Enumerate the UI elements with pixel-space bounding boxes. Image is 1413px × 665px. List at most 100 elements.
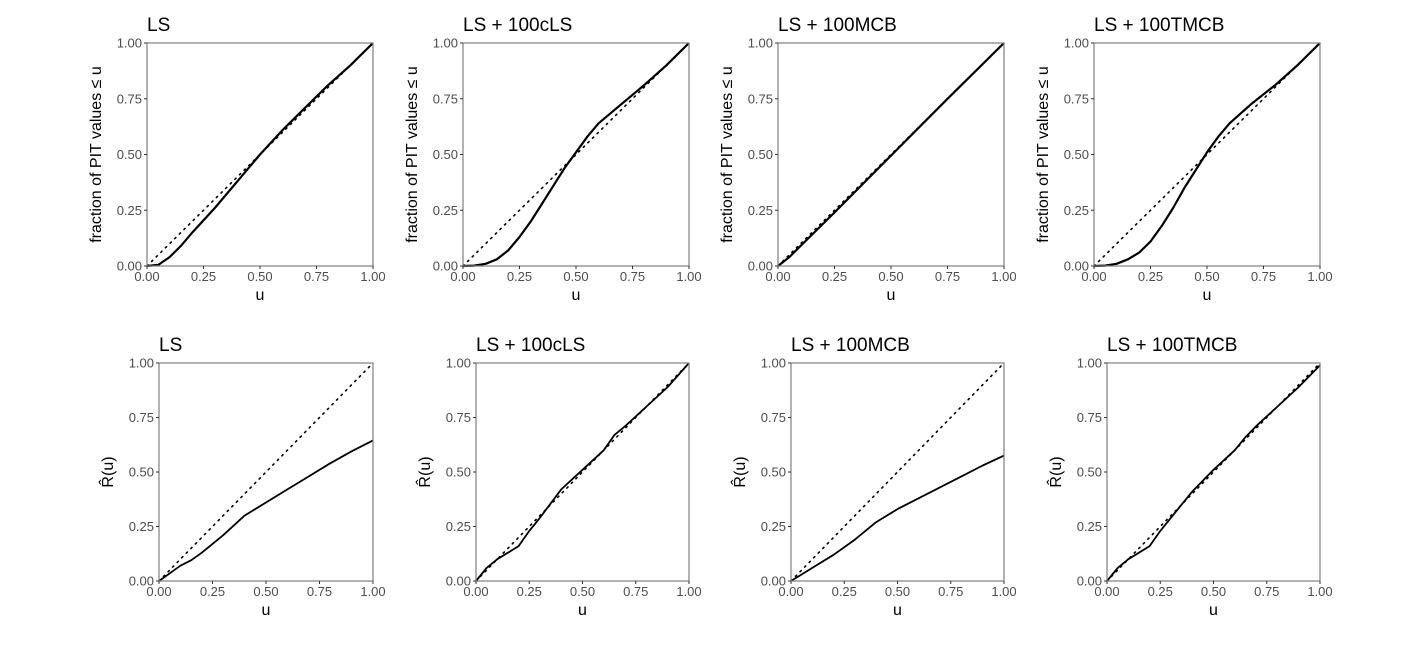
x-axis-label: u (256, 287, 265, 304)
x-tick-label: 1.00 (991, 269, 1016, 284)
y-tick-label: 0.50 (1077, 465, 1102, 480)
x-tick-label: 0.50 (885, 584, 910, 599)
y-tick-label: 0.50 (117, 147, 142, 162)
x-tick-label: 0.75 (1254, 584, 1279, 599)
y-tick-label: 0.00 (117, 259, 142, 274)
x-tick-label: 0.50 (570, 584, 595, 599)
panel-title: LS + 100cLS (463, 15, 572, 36)
x-tick-label: 1.00 (360, 584, 385, 599)
x-tick-label: 0.25 (822, 269, 847, 284)
panel-5: LS 0.00 0.25 0.50 0.75 1.00 0.00 0.25 0.50 0.75 1.… (97, 335, 385, 619)
y-tick-label: 0.75 (446, 410, 471, 425)
panel-title: LS + 100TMCB (1107, 335, 1237, 356)
x-tick-label: 0.75 (304, 269, 329, 284)
y-tick-label: 0.00 (748, 259, 773, 274)
x-axis-label: u (262, 602, 271, 619)
panel-7: LS + 100MCB 0.00 0.25 0.50 0.75 1.00 0.00 0.25 0… (729, 335, 1016, 619)
y-axis-label: fraction of PIT values ≤ u (404, 66, 421, 243)
y-tick-label: 0.25 (748, 203, 773, 218)
series-line (475, 362, 690, 582)
y-tick-label: 0.25 (1064, 203, 1089, 218)
reference-diagonal (777, 42, 1005, 267)
y-tick-label: 0.75 (748, 91, 773, 106)
panel-6: LS + 100cLS 0.00 0.25 0.50 0.75 1.00 0.00 0.25 0… (414, 335, 701, 619)
y-tick-label: 1.00 (748, 36, 773, 51)
x-tick-label: 1.00 (991, 584, 1016, 599)
x-tick-label: 1.00 (360, 269, 385, 284)
x-tick-label: 1.00 (1307, 584, 1332, 599)
x-tick-label: 0.50 (1194, 269, 1219, 284)
x-tick-label: 0.25 (1138, 269, 1163, 284)
y-axis-label: fraction of PIT values ≤ u (88, 66, 105, 243)
y-tick-label: 0.75 (1077, 410, 1102, 425)
panel-title: LS (159, 335, 182, 356)
series-line (1106, 364, 1321, 582)
reference-diagonal (790, 362, 1005, 582)
y-tick-label: 0.00 (1077, 574, 1102, 589)
panel-4: LS + 100TMCB 0.00 0.25 0.50 0.75 1.00 0.00 0.25… (1035, 15, 1333, 304)
x-tick-label: 0.00 (765, 269, 790, 284)
y-tick-label: 0.00 (129, 574, 154, 589)
y-tick-label: 0.25 (761, 519, 786, 534)
panel-title: LS + 100cLS (476, 335, 585, 356)
x-tick-label: 0.00 (463, 584, 488, 599)
x-tick-label: 0.75 (307, 584, 332, 599)
x-tick-label: 0.25 (200, 584, 225, 599)
y-axis-label: R̂(u) (414, 456, 434, 487)
x-tick-label: 0.00 (778, 584, 803, 599)
series-line (146, 42, 374, 268)
x-tick-label: 0.75 (620, 269, 645, 284)
y-tick-label: 1.00 (117, 36, 142, 51)
y-tick-label: 0.75 (761, 410, 786, 425)
y-tick-label: 0.00 (446, 574, 471, 589)
x-tick-label: 0.00 (146, 584, 171, 599)
x-tick-label: 0.75 (623, 584, 648, 599)
y-tick-label: 0.50 (1064, 147, 1089, 162)
x-tick-label: 0.00 (1081, 269, 1106, 284)
y-axis-label: fraction of PIT values ≤ u (1035, 66, 1052, 243)
panel-3: LS + 100MCB 0.00 0.25 0.50 0.75 1.00 0.00 0.25 0… (719, 15, 1017, 304)
series-line (790, 454, 1005, 582)
y-axis-label: R̂(u) (97, 456, 117, 487)
x-tick-label: 0.25 (517, 584, 542, 599)
x-tick-label: 1.00 (676, 584, 701, 599)
panel-8: LS + 100TMCB 0.00 0.25 0.50 0.75 1.00 0.00 0.25… (1045, 335, 1332, 619)
y-tick-label: 0.25 (129, 519, 154, 534)
y-tick-label: 0.50 (433, 147, 458, 162)
reference-diagonal (462, 42, 690, 267)
y-tick-label: 0.25 (117, 203, 142, 218)
y-tick-label: 1.00 (1077, 356, 1102, 371)
y-tick-label: 1.00 (1064, 36, 1089, 51)
x-axis-label: u (578, 602, 587, 619)
y-tick-label: 0.50 (761, 465, 786, 480)
panel-title: LS + 100TMCB (1094, 15, 1224, 36)
y-tick-label: 0.75 (117, 91, 142, 106)
series-line (1093, 42, 1321, 268)
series-line (777, 42, 1005, 267)
y-tick-label: 0.50 (748, 147, 773, 162)
y-tick-label: 0.25 (446, 519, 471, 534)
series-line (462, 42, 690, 268)
x-tick-label: 0.50 (878, 269, 903, 284)
x-tick-label: 0.75 (1251, 269, 1276, 284)
x-axis-label: u (887, 287, 896, 304)
reference-diagonal (158, 362, 374, 582)
panel-title: LS + 100MCB (778, 15, 897, 36)
x-tick-label: 0.00 (1094, 584, 1119, 599)
y-tick-label: 0.50 (129, 465, 154, 480)
x-tick-label: 0.00 (450, 269, 475, 284)
y-axis-label: R̂(u) (1045, 456, 1065, 487)
y-tick-label: 0.00 (433, 259, 458, 274)
panel-2: LS + 100cLS 0.00 0.25 0.50 0.75 1.00 0.00 0.25 0… (404, 15, 702, 304)
x-tick-label: 1.00 (676, 269, 701, 284)
y-tick-label: 0.75 (433, 91, 458, 106)
x-tick-label: 1.00 (1307, 269, 1332, 284)
x-tick-label: 0.50 (247, 269, 272, 284)
x-tick-label: 0.25 (507, 269, 532, 284)
x-tick-label: 0.50 (1201, 584, 1226, 599)
y-axis-label: fraction of PIT values ≤ u (719, 66, 736, 243)
x-axis-label: u (1203, 287, 1212, 304)
x-tick-label: 0.25 (1148, 584, 1173, 599)
x-tick-label: 0.75 (935, 269, 960, 284)
